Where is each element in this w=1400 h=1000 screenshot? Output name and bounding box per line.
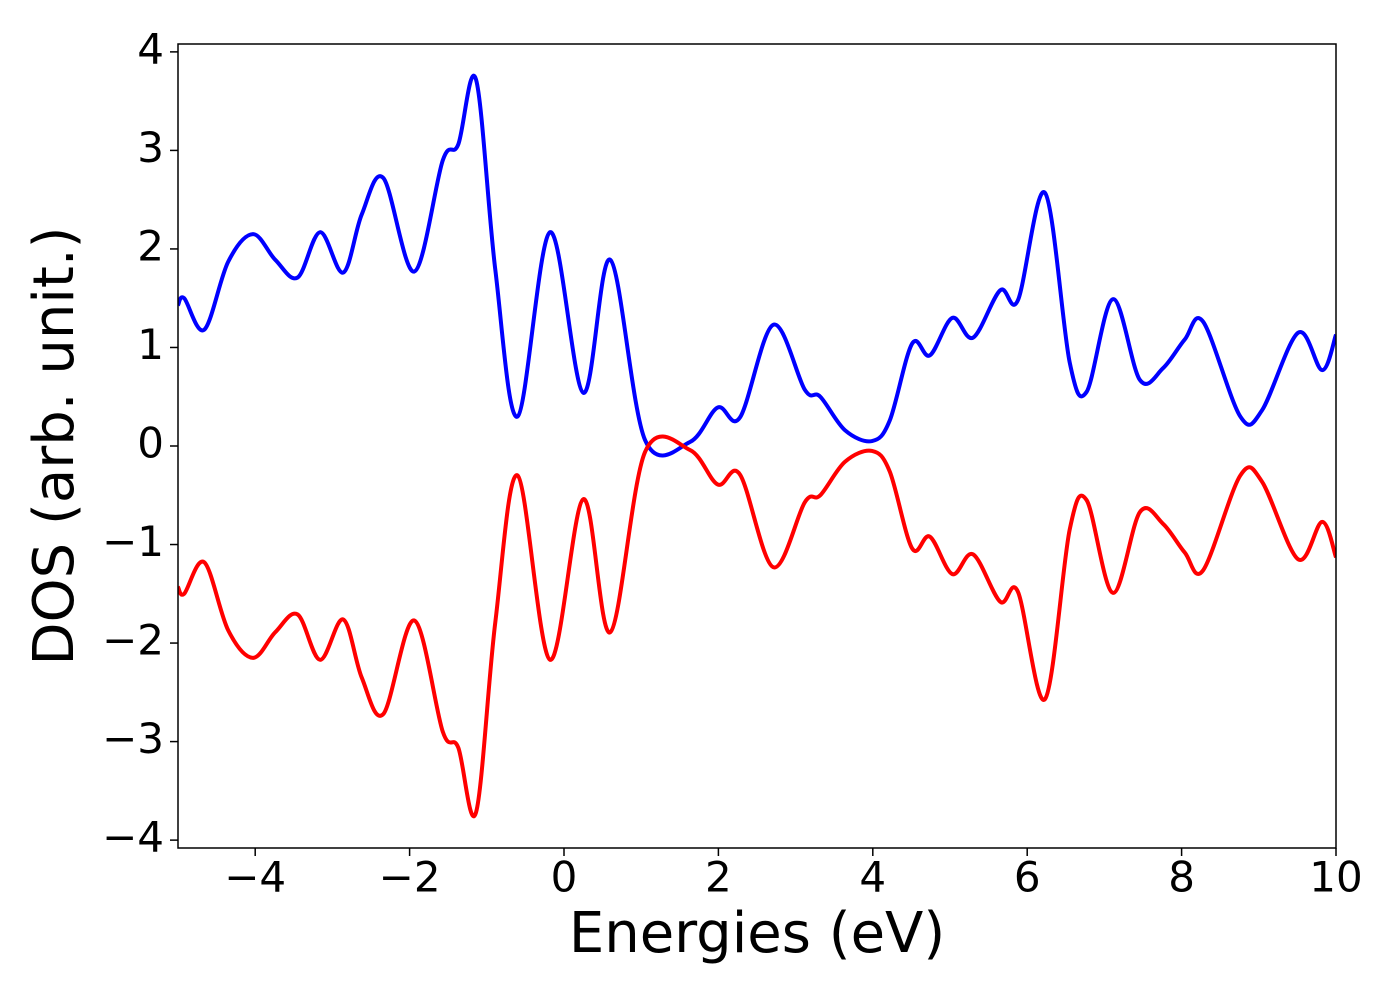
series-line — [178, 434, 1336, 819]
x-tick-label: 2 — [705, 853, 732, 902]
x-tick-label: 10 — [1309, 853, 1362, 902]
x-tick-label: −2 — [379, 853, 441, 902]
y-tick-label: −1 — [102, 517, 164, 566]
plot-frame — [177, 43, 1337, 849]
x-tick-label: 0 — [551, 853, 578, 902]
y-tick-label: −2 — [102, 616, 164, 665]
x-tick-label: −4 — [224, 853, 286, 902]
x-tick-label: 4 — [859, 853, 886, 902]
y-tick-label: 4 — [137, 24, 164, 73]
y-axis-label: DOS (arb. unit.) — [22, 226, 87, 665]
x-tick-label: 6 — [1014, 853, 1041, 902]
series-line — [178, 73, 1336, 458]
y-tick-label: 0 — [137, 419, 164, 468]
y-tick-label: −3 — [102, 714, 164, 763]
x-axis-label: Energies (eV) — [569, 901, 945, 966]
y-tick-label: 1 — [137, 320, 164, 369]
y-tick-label: 2 — [137, 221, 164, 270]
x-tick-label: 8 — [1168, 853, 1195, 902]
y-tick-label: −4 — [102, 813, 164, 862]
y-tick-label: 3 — [137, 123, 164, 172]
